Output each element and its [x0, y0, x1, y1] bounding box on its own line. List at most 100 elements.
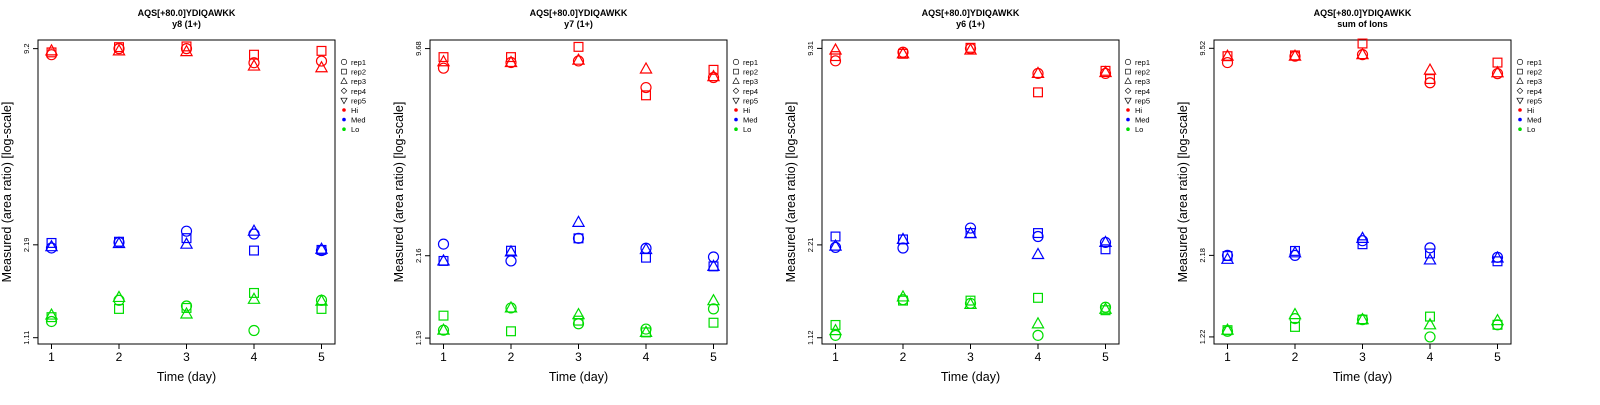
- x-tick-label: 3: [575, 350, 582, 364]
- legend-item-lo: Lo: [734, 125, 751, 134]
- data-point-hi: [963, 42, 978, 55]
- legend-dot-icon: [1126, 127, 1130, 131]
- data-point-lo: [1424, 311, 1435, 322]
- y-axis-label: Measured (area ratio) [log-scale]: [392, 102, 406, 283]
- data-point-lo: [1220, 322, 1235, 335]
- y-tick-label: 9.2: [22, 43, 31, 53]
- legend-dot-icon: [342, 108, 346, 112]
- legend-dot-icon: [734, 108, 738, 112]
- legend-label: rep2: [1527, 68, 1542, 77]
- chart-title: AQS[+80.0]YDIQAWKK: [138, 8, 236, 18]
- data-point-med: [1424, 242, 1436, 254]
- data-point-lo: [1423, 317, 1437, 330]
- data-point-hi: [639, 61, 653, 74]
- data-point-lo: [965, 295, 976, 306]
- data-point-med: [112, 236, 126, 249]
- data-point-lo: [504, 300, 518, 313]
- data-point-lo: [179, 306, 194, 319]
- data-point-hi: [640, 90, 651, 101]
- data-point-hi: [896, 46, 910, 59]
- legend-triangle-icon: [340, 77, 348, 84]
- data-point-med: [181, 233, 192, 244]
- legend-label: rep4: [351, 87, 366, 96]
- plot-frame: [429, 39, 728, 345]
- x-axis-label: Time (day): [549, 370, 608, 384]
- data-point-med: [505, 255, 517, 267]
- data-point-med: [640, 252, 651, 263]
- data-point-hi: [1220, 48, 1235, 61]
- data-point-lo: [707, 303, 720, 315]
- legend-dot-icon: [734, 117, 738, 122]
- legend-item-hi: Hi: [1126, 106, 1142, 115]
- legend-down-triangle-icon: [1516, 97, 1524, 105]
- chart-subtitle: y8 (1+): [172, 19, 201, 29]
- y-tick-label: 2.16: [414, 248, 423, 263]
- data-point-lo: [247, 292, 261, 304]
- data-point-med: [639, 242, 653, 255]
- data-point-med: [1032, 230, 1044, 243]
- legend-label: Med: [351, 116, 366, 125]
- data-point-med: [571, 215, 586, 227]
- y-axis-label: Measured (area ratio) [log-scale]: [1176, 102, 1190, 283]
- data-point-lo: [248, 324, 260, 337]
- legend-item-rep5: rep5: [1124, 96, 1150, 105]
- legend-label: rep2: [743, 68, 758, 77]
- data-point-lo: [963, 297, 978, 309]
- x-tick-label: 1: [48, 350, 55, 364]
- legend-square-icon: [1125, 68, 1131, 75]
- data-point-lo: [436, 322, 451, 335]
- data-point-lo: [708, 317, 719, 328]
- data-point-lo: [249, 287, 260, 298]
- data-point-lo: [181, 302, 192, 313]
- x-tick-label: 3: [967, 350, 974, 364]
- legend-item-rep1: rep1: [340, 58, 366, 67]
- data-point-med: [46, 237, 57, 248]
- legend-label: rep3: [1135, 77, 1150, 86]
- legend-item-rep2: rep2: [1517, 68, 1542, 77]
- x-tick-label: 1: [1224, 350, 1231, 364]
- data-point-hi: [316, 45, 327, 56]
- legend-label: Med: [1527, 116, 1542, 125]
- x-tick-label: 2: [508, 350, 515, 364]
- legend-item-rep3: rep3: [732, 77, 758, 86]
- data-point-hi: [830, 51, 841, 62]
- x-tick-label: 4: [1035, 350, 1042, 364]
- data-point-hi: [504, 55, 518, 68]
- legend-label: Hi: [351, 106, 358, 115]
- data-point-hi: [1031, 66, 1045, 79]
- plot-frame: [37, 39, 336, 345]
- legend-label: rep1: [1527, 58, 1542, 67]
- legend-item-lo: Lo: [1518, 125, 1535, 134]
- legend-square-icon: [1517, 68, 1523, 75]
- plot-frame: [1213, 39, 1512, 345]
- legend-circle-icon: [1124, 58, 1132, 66]
- legend-item-lo: Lo: [1126, 125, 1143, 134]
- data-point-hi: [247, 58, 261, 71]
- y-axis-label: Measured (area ratio) [log-scale]: [0, 102, 14, 283]
- legend-label: Lo: [351, 125, 359, 134]
- legend-label: Hi: [1135, 106, 1142, 115]
- data-point-med: [706, 259, 721, 271]
- y-tick-label: 9.31: [806, 41, 815, 56]
- data-point-hi: [113, 42, 124, 53]
- data-point-hi: [315, 55, 328, 67]
- y-tick-label: 9.52: [1198, 41, 1207, 56]
- legend-label: rep3: [1527, 77, 1542, 86]
- data-point-lo: [1490, 313, 1505, 326]
- data-point-med: [1222, 251, 1233, 262]
- data-point-med: [249, 245, 260, 256]
- data-point-hi: [1032, 87, 1043, 98]
- data-point-med: [1032, 228, 1043, 239]
- data-point-hi: [707, 71, 720, 84]
- legend-label: rep4: [743, 87, 758, 96]
- legend-item-med: Med: [342, 116, 366, 125]
- x-axis-label: Time (day): [1333, 370, 1392, 384]
- legend-dot-icon: [1518, 127, 1522, 131]
- x-tick-label: 2: [1292, 350, 1299, 364]
- data-point-hi: [572, 55, 585, 67]
